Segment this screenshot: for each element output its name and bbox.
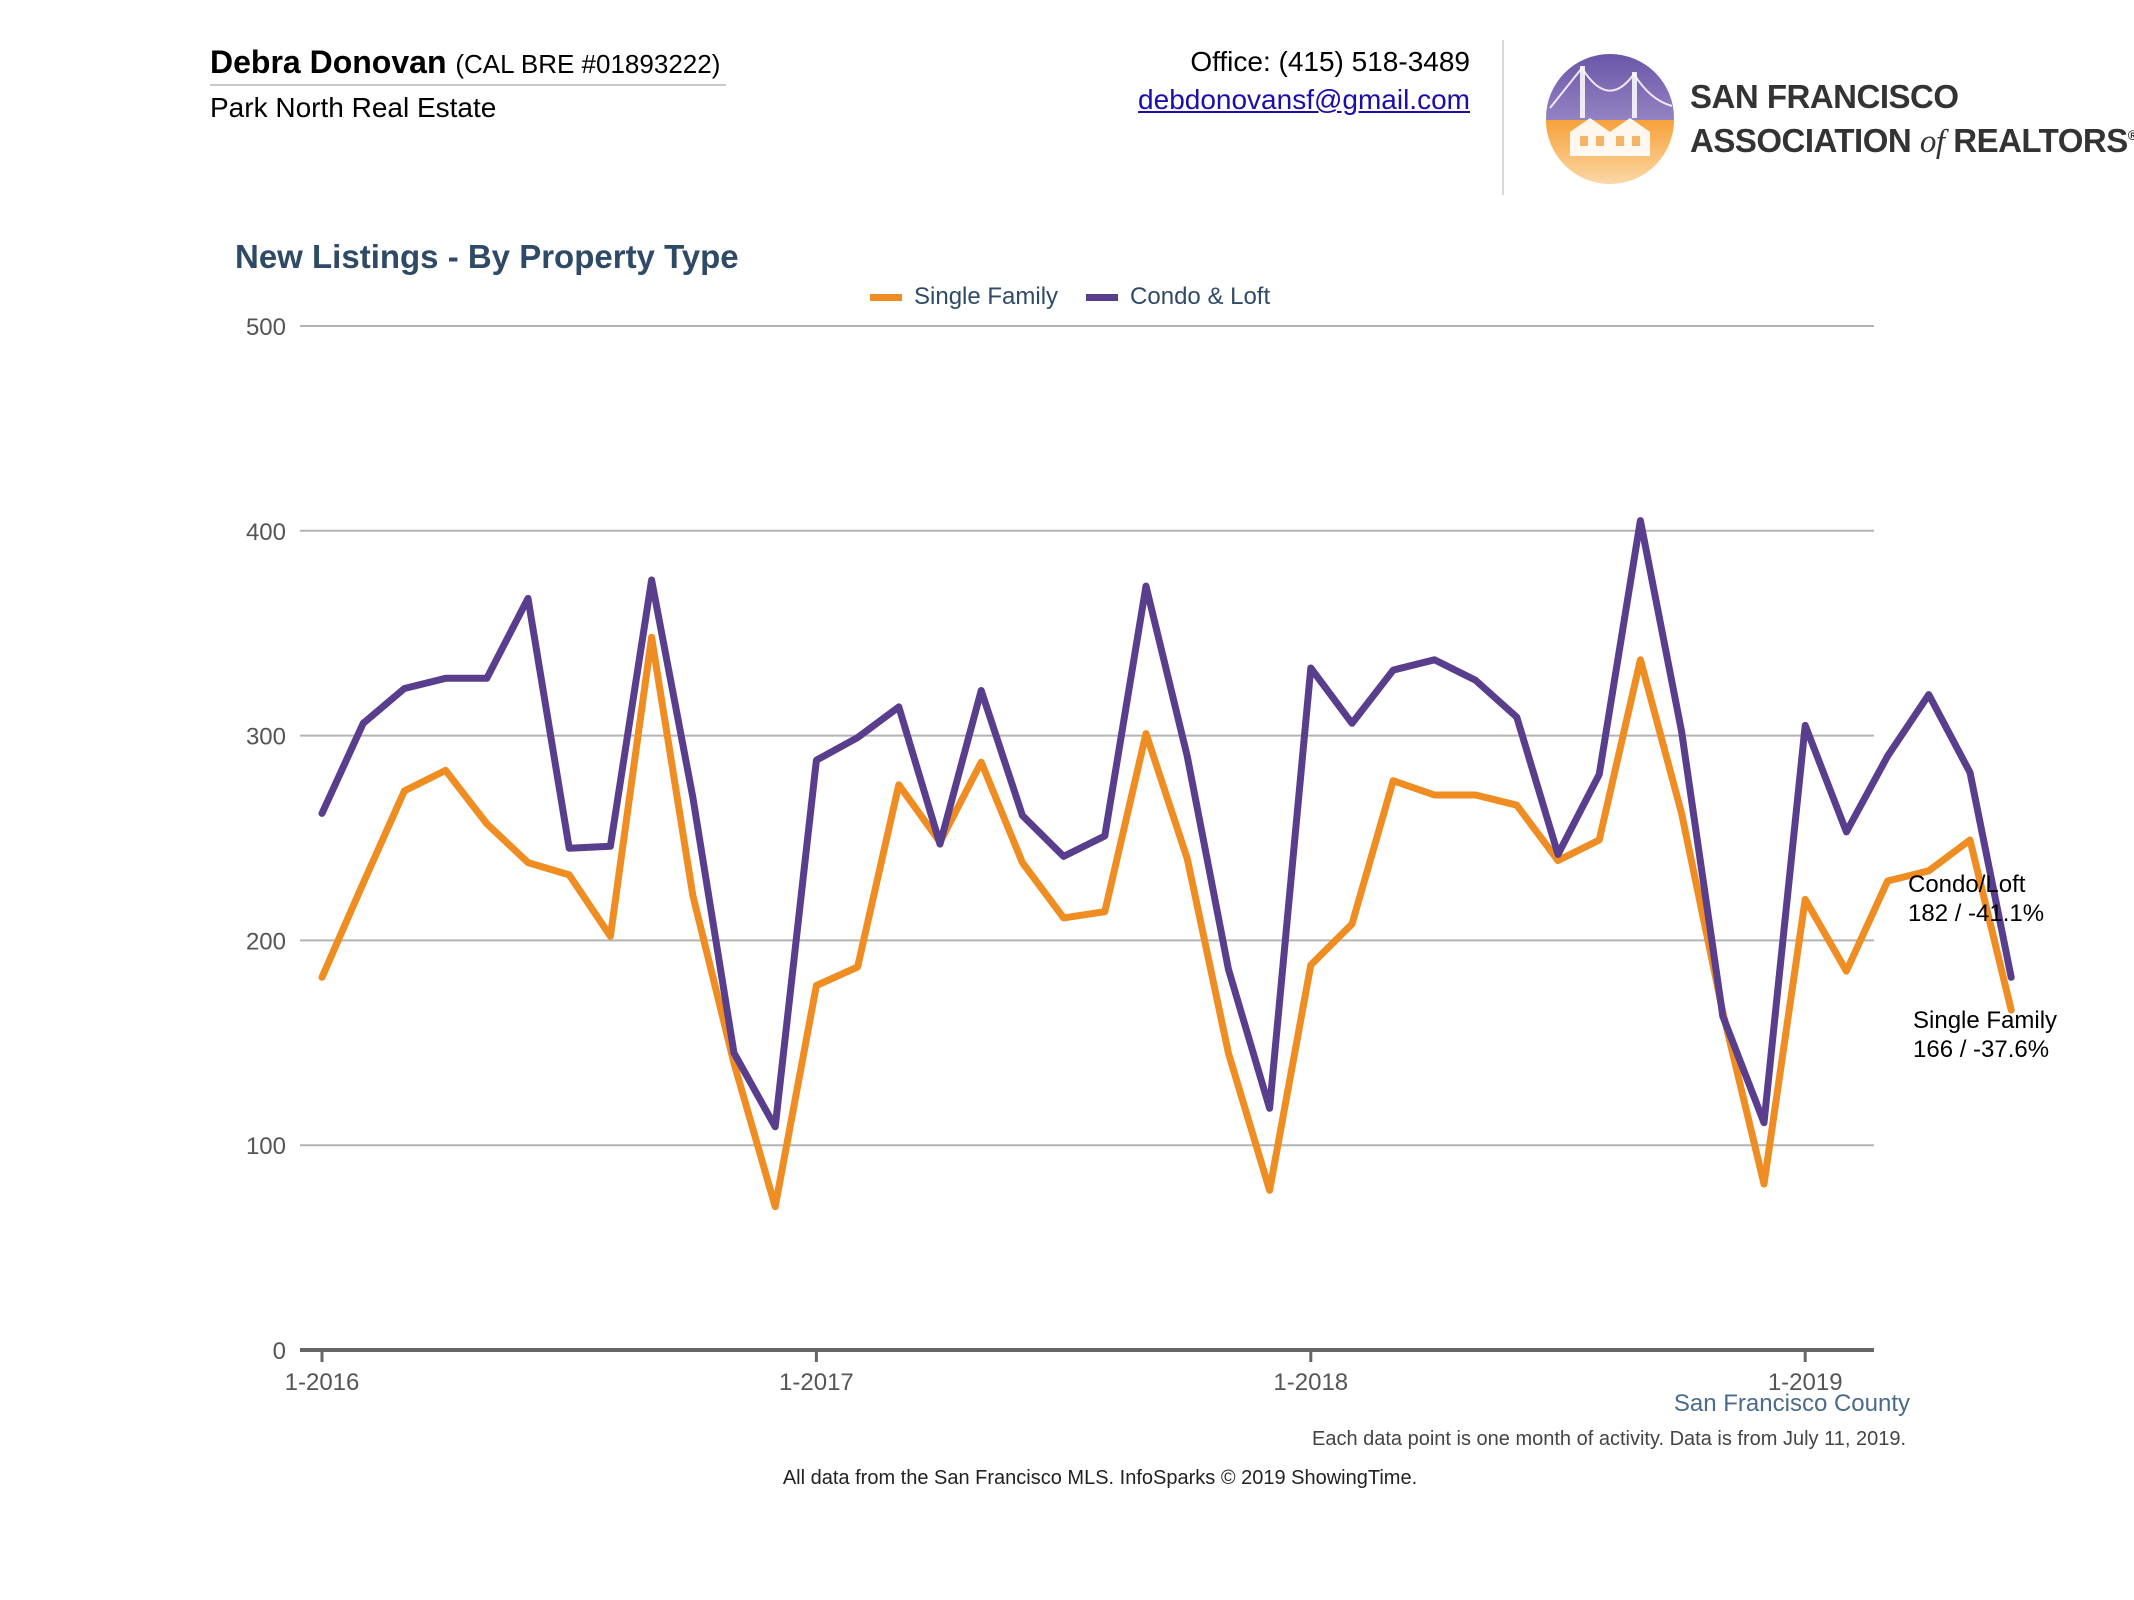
legend-swatch-single-family (870, 293, 902, 301)
agent-underline (210, 84, 726, 86)
data-note: Each data point is one month of activity… (1311, 1428, 1906, 1450)
sfar-name: SAN FRANCISCO ASSOCIATION of REALTORS® (1690, 78, 2134, 161)
region-label: San Francisco County (1673, 1390, 1910, 1417)
x-tick-label: 1-2016 (285, 1369, 360, 1396)
end-label-sf-name: Single Family (1913, 1007, 2058, 1034)
x-tick-label: 1-2017 (779, 1369, 854, 1396)
y-tick-label: 0 (273, 1338, 286, 1365)
y-tick-label: 100 (246, 1133, 286, 1160)
sfar-name-of: of (1919, 124, 1945, 160)
legend-label-single-family: Single Family (914, 283, 1059, 310)
y-tick-label: 500 (246, 314, 286, 341)
axes: 0 100 200 300 400 500 1-2016 1-2017 1-2018 1-2019 (246, 314, 1874, 1396)
y-tick-label: 200 (246, 928, 286, 955)
sfar-name-line2: ASSOCIATION of REALTORS® (1690, 116, 2134, 161)
legend-swatch-condo-loft (1086, 293, 1119, 301)
legend-label-condo-loft: Condo & Loft (1130, 283, 1271, 310)
end-label-condo-name: Condo/Loft (1908, 871, 2026, 898)
chart-legend: Single Family Condo & Loft (870, 283, 1298, 311)
legend-item-single-family: Single Family (870, 283, 1058, 311)
series-line-single-family (318, 633, 2015, 1211)
end-label-sf-value: 166 / -37.6% (1913, 1036, 2050, 1063)
agent-name-text: Debra Donovan (210, 44, 447, 80)
office-phone: Office: (415) 518-3489 (1190, 46, 1470, 77)
y-tick-label: 300 (246, 724, 286, 751)
sfar-name-realtors: REALTORS (1953, 122, 2128, 159)
legend-item-condo-loft: Condo & Loft (1086, 283, 1270, 311)
brokerage-name: Park North Real Estate (210, 92, 497, 123)
agent-license: (CAL BRE #01893222) (455, 49, 721, 79)
email-link[interactable]: debdonovansf@gmail.com (1138, 84, 1470, 115)
grid-lines (300, 325, 1874, 1147)
header-divider (1502, 40, 1504, 195)
end-label-single-family: Single Family 166 / -37.6% (1913, 1006, 2057, 1064)
source-note: All data from the San Francisco MLS. Inf… (782, 1467, 1418, 1489)
x-tick-label: 1-2019 (1768, 1369, 1843, 1396)
sfar-logo (1546, 54, 1674, 184)
sfar-name-association: ASSOCIATION (1690, 122, 1912, 159)
x-tick-label: 1-2018 (1273, 1369, 1348, 1396)
end-label-condo-loft: Condo/Loft 182 / -41.1% (1908, 870, 2044, 928)
sfar-name-line1: SAN FRANCISCO (1690, 78, 1959, 115)
registered-mark: ® (2127, 127, 2134, 143)
series-line-condo-loft (318, 517, 2015, 1131)
y-tick-label: 400 (246, 519, 286, 546)
end-label-condo-value: 182 / -41.1% (1908, 900, 2045, 927)
agent-name: Debra Donovan (CAL BRE #01893222) (210, 44, 720, 81)
chart-title: New Listings - By Property Type (235, 238, 739, 275)
series-lines (318, 517, 2015, 1211)
